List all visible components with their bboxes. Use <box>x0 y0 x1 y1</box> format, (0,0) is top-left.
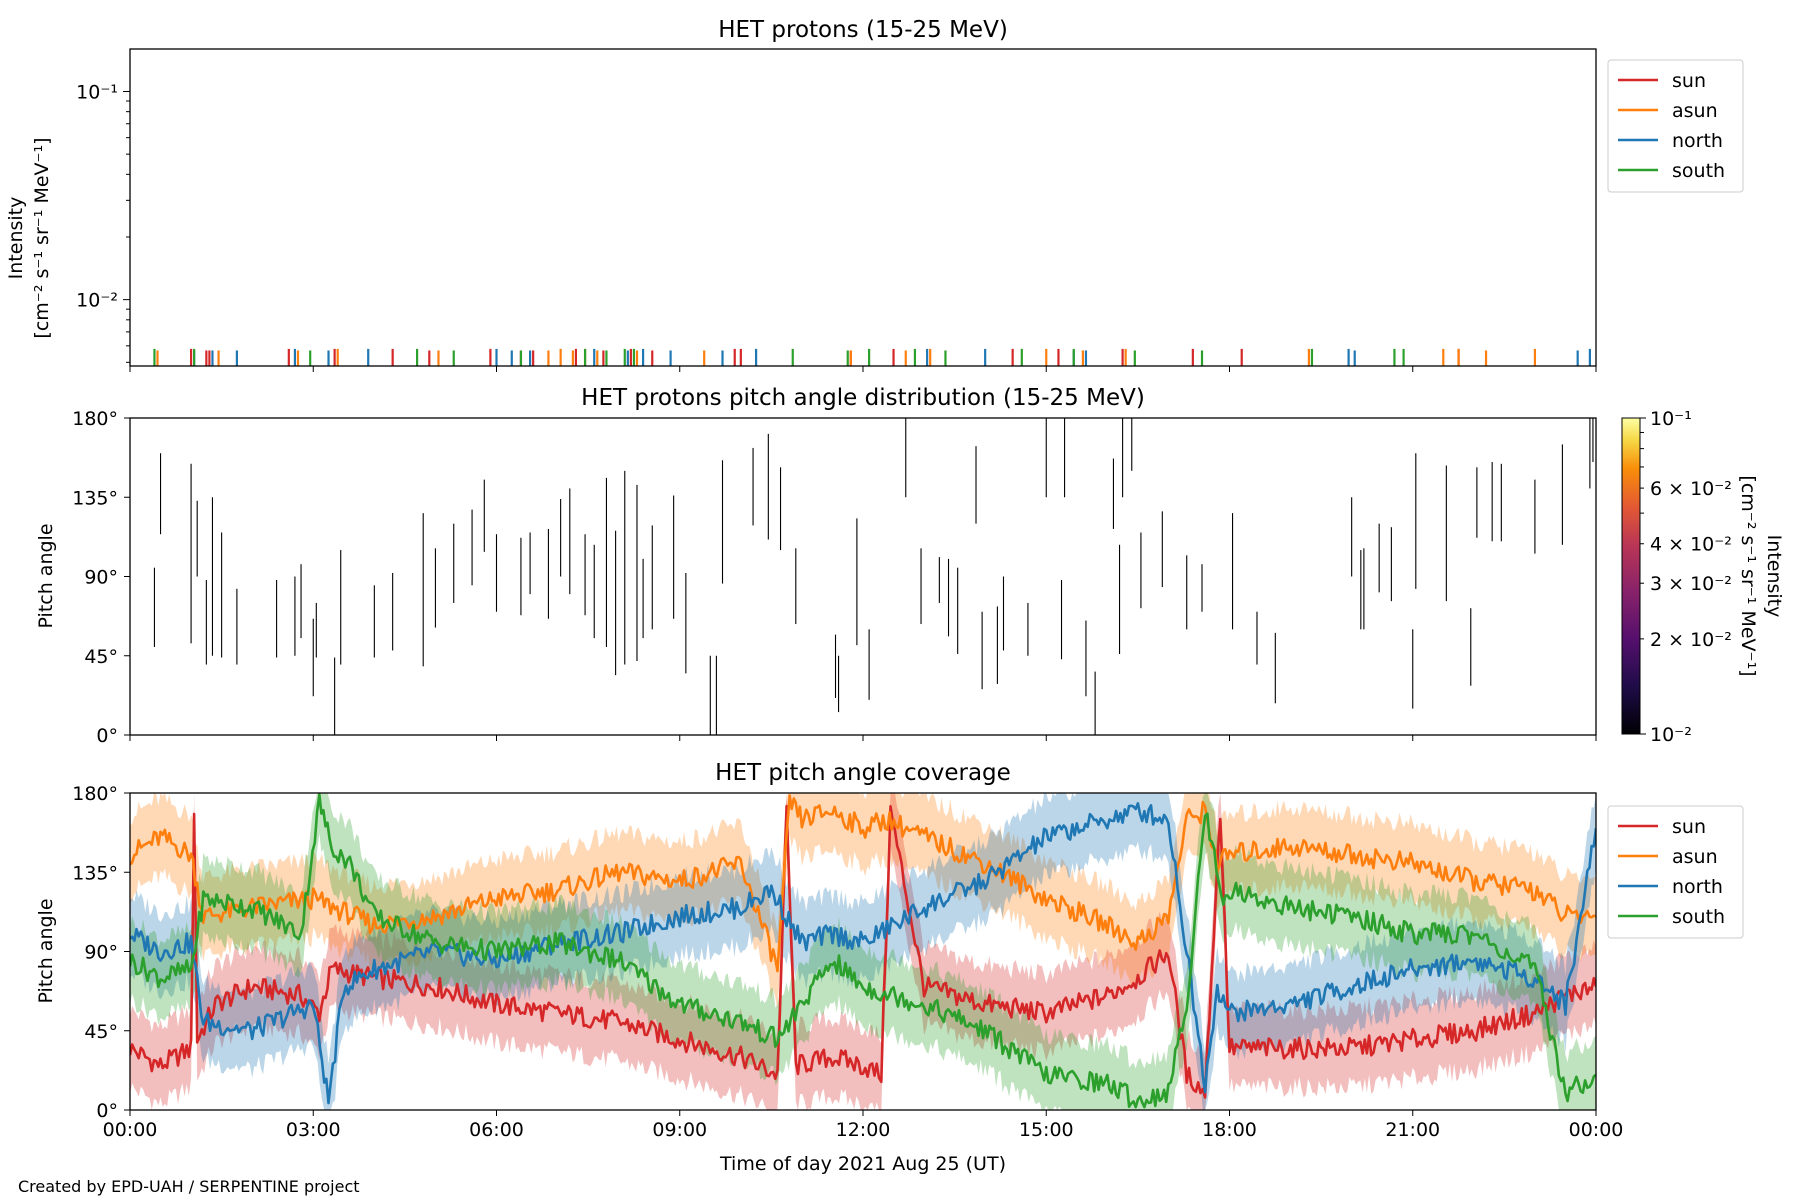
panel-coverage-marks <box>130 793 1596 1110</box>
y-tick-label: 90° <box>84 567 118 589</box>
y-tick-label: 10⁻¹ <box>76 81 118 103</box>
coverage-line-north <box>130 801 1596 1105</box>
legend-label-sun: sun <box>1672 816 1706 838</box>
x-tick-label: 03:00 <box>286 1119 341 1141</box>
legend-label-south: south <box>1672 160 1725 182</box>
y-tick-label: 90° <box>84 942 118 964</box>
colorbar-label: Intensity [cm⁻² s⁻¹ sr⁻¹ MeV⁻¹] <box>1737 475 1785 676</box>
y-tick-label: 180° <box>72 783 118 805</box>
x-tick-label: 00:00 <box>1569 1119 1624 1141</box>
colorbar-tick-label: 10⁻² <box>1650 724 1692 746</box>
colorbar-label-line1: Intensity <box>1763 535 1785 618</box>
panel-pad-ylabel: Pitch angle <box>35 523 57 628</box>
x-tick-label: 09:00 <box>652 1119 707 1141</box>
x-tick-label: 18:00 <box>1202 1119 1257 1141</box>
legend-label-north: north <box>1672 876 1723 898</box>
coverage-line-south <box>130 793 1596 1109</box>
legend-label-asun: asun <box>1672 100 1718 122</box>
panel-coverage-legend: sun asun north south <box>1607 805 1744 939</box>
coverage-line-asun <box>130 794 1596 973</box>
colorbar-gradient <box>1621 417 1641 735</box>
panel-pad-title: HET protons pitch angle distribution (15… <box>581 385 1145 411</box>
panel-intensity-ylabel-line2: [cm⁻² s⁻¹ sr⁻¹ MeV⁻¹] <box>31 137 53 338</box>
y-tick-label: 0° <box>96 725 118 747</box>
legend-box <box>1607 805 1744 939</box>
y-tick-label: 10⁻² <box>76 290 118 312</box>
coverage-band-south <box>130 793 1596 1110</box>
x-tick-label: 15:00 <box>1019 1119 1074 1141</box>
y-tick-label: 135° <box>72 862 118 884</box>
legend-label-south: south <box>1672 906 1725 928</box>
y-tick-label: 45° <box>84 1021 118 1043</box>
colorbar-tick-label: 6 × 10⁻² <box>1650 478 1732 500</box>
panel-pad-axes: 0° 45° 90° 135° 180° <box>72 408 1597 747</box>
legend-box <box>1607 59 1744 193</box>
panel-pad-colorbar: Intensity [cm⁻² s⁻¹ sr⁻¹ MeV⁻¹] 10⁻¹ 6 × … <box>1621 408 1785 746</box>
panel-intensity-ylabel: Intensity [cm⁻² s⁻¹ sr⁻¹ MeV⁻¹] <box>5 137 53 338</box>
colorbar-tick-label: 2 × 10⁻² <box>1650 629 1732 651</box>
panel-pad-marks <box>153 418 1594 735</box>
panel-pitch-distribution: HET protons pitch angle distribution (15… <box>35 385 1785 747</box>
colorbar-tick-label: 10⁻¹ <box>1650 408 1692 430</box>
legend-label-sun: sun <box>1672 70 1706 92</box>
coverage-band-asun <box>130 793 1596 1010</box>
panel-pitch-coverage: HET pitch angle coverage Pitch angle 00:… <box>35 760 1744 1175</box>
x-tick-label: 21:00 <box>1385 1119 1440 1141</box>
panel-intensity-ylabel-line1: Intensity <box>5 197 27 280</box>
panel-intensity-marks <box>153 348 1591 366</box>
x-axis-label: Time of day 2021 Aug 25 (UT) <box>719 1153 1006 1175</box>
panel-coverage-ylabel: Pitch angle <box>35 898 57 1003</box>
x-tick-label: 06:00 <box>469 1119 524 1141</box>
y-tick-label: 180° <box>72 408 118 430</box>
colorbar-tick-label: 4 × 10⁻² <box>1650 534 1732 556</box>
y-tick-label: 45° <box>84 646 118 668</box>
panel-coverage-axes: 00:00 03:00 06:00 09:00 12:00 15:00 18:00 21:00… <box>72 783 1623 1141</box>
panel-intensity-title: HET protons (15-25 MeV) <box>718 17 1008 43</box>
panel-intensity-axes: 10⁻¹ 10⁻² <box>76 48 1597 372</box>
legend-label-north: north <box>1672 130 1723 152</box>
x-tick-label: 00:00 <box>103 1119 158 1141</box>
x-tick-label: 12:00 <box>836 1119 891 1141</box>
panel-intensity: HET protons (15-25 MeV) Intensity [cm⁻² … <box>5 17 1744 372</box>
panel-intensity-legend: sun asun north south <box>1607 59 1744 193</box>
colorbar-tick-label: 3 × 10⁻² <box>1650 573 1732 595</box>
y-tick-label: 135° <box>72 487 118 509</box>
y-tick-label: 0° <box>96 1100 118 1122</box>
panel-coverage-title: HET pitch angle coverage <box>715 760 1011 786</box>
colorbar-label-line2: [cm⁻² s⁻¹ sr⁻¹ MeV⁻¹] <box>1737 475 1759 676</box>
credit-text: Created by EPD-UAH / SERPENTINE project <box>18 1177 360 1196</box>
legend-label-asun: asun <box>1672 846 1718 868</box>
